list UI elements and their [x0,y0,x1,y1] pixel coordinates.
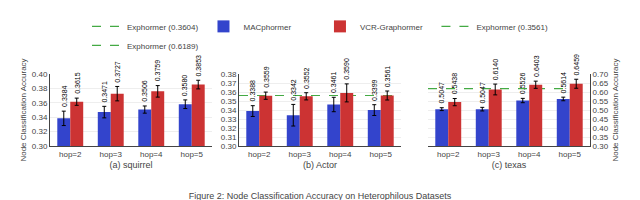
svg-text:0.35: 0.35 [221,97,237,106]
svg-text:0.3399: 0.3399 [371,79,378,101]
svg-text:0.3552: 0.3552 [303,67,310,89]
svg-text:0.35: 0.35 [593,133,609,142]
svg-text:Node Classification Accuracy: Node Classification Accuracy [19,58,28,161]
svg-text:0.32: 0.32 [32,127,48,136]
svg-text:0.45: 0.45 [593,115,609,124]
svg-text:0.36: 0.36 [221,88,237,97]
svg-text:MACphormer: MACphormer [243,23,291,32]
svg-text:hop=4: hop=4 [140,150,163,159]
svg-text:0.3580: 0.3580 [181,75,188,97]
svg-text:Exphormer (0.3604): Exphormer (0.3604) [127,23,198,32]
svg-text:Node Classification Accuracy: Node Classification Accuracy [611,58,620,161]
svg-text:0.31: 0.31 [221,133,237,142]
svg-text:0.60: 0.60 [593,88,609,97]
svg-text:0.3506: 0.3506 [141,80,148,102]
svg-text:0.6459: 0.6459 [573,54,580,76]
svg-text:0.3471: 0.3471 [101,81,108,103]
svg-text:0.3615: 0.3615 [74,72,81,94]
svg-text:hop=2: hop=2 [248,150,271,159]
svg-text:hop=5: hop=5 [181,150,204,159]
svg-text:0.40: 0.40 [593,124,609,133]
svg-text:hop=3: hop=3 [289,150,312,159]
svg-text:hop=5: hop=5 [370,150,393,159]
svg-text:0.32: 0.32 [221,124,237,133]
svg-text:0.34: 0.34 [221,106,237,115]
svg-text:0.38: 0.38 [221,70,237,79]
svg-text:hop=3: hop=3 [478,150,501,159]
svg-text:(c) texas: (c) texas [492,160,527,170]
svg-text:0.5438: 0.5438 [451,73,458,95]
svg-text:0.30: 0.30 [593,142,609,151]
svg-text:0.6140: 0.6140 [492,59,499,81]
svg-text:0.70: 0.70 [593,70,609,79]
svg-text:hop=2: hop=2 [59,150,82,159]
svg-text:0.5047: 0.5047 [438,82,445,104]
svg-text:0.3461: 0.3461 [330,72,337,94]
svg-text:0.36: 0.36 [32,99,48,108]
svg-text:0.3342: 0.3342 [290,79,297,101]
svg-text:hop=3: hop=3 [100,150,123,159]
svg-text:0.3384: 0.3384 [61,85,68,107]
svg-text:0.3590: 0.3590 [343,58,350,80]
svg-text:0.3727: 0.3727 [114,61,121,83]
svg-text:Exphormer (0.6189): Exphormer (0.6189) [127,42,198,51]
svg-text:hop=4: hop=4 [329,150,352,159]
svg-text:0.65: 0.65 [593,79,609,88]
svg-text:0.55: 0.55 [593,97,609,106]
svg-text:0.3853: 0.3853 [195,55,202,77]
svg-text:hop=4: hop=4 [518,150,541,159]
svg-text:0.38: 0.38 [32,84,48,93]
svg-text:0.30: 0.30 [221,142,237,151]
svg-text:hop=2: hop=2 [437,150,460,159]
svg-text:0.34: 0.34 [32,113,48,122]
svg-text:Exphormer (0.3561): Exphormer (0.3561) [476,23,547,32]
svg-text:0.50: 0.50 [593,106,609,115]
svg-text:0.3559: 0.3559 [263,66,270,88]
svg-text:VCR-Graphormer: VCR-Graphormer [360,23,423,32]
svg-text:0.6403: 0.6403 [533,55,540,77]
svg-text:0.5526: 0.5526 [519,73,526,95]
svg-text:0.30: 0.30 [32,142,48,151]
svg-text:0.5047: 0.5047 [479,82,486,104]
svg-text:(a) squirrel: (a) squirrel [109,160,152,170]
svg-text:Figure 2: Node Classification: Figure 2: Node Classification Accuracy o… [189,191,452,200]
svg-text:0.5614: 0.5614 [560,72,567,94]
svg-text:0.3561: 0.3561 [384,66,391,88]
svg-text:0.33: 0.33 [221,115,237,124]
svg-text:hop=5: hop=5 [559,150,582,159]
svg-text:(b) Actor: (b) Actor [303,160,337,170]
svg-text:0.37: 0.37 [221,79,237,88]
svg-text:0.3759: 0.3759 [154,60,161,82]
svg-text:0.3388: 0.3388 [249,80,256,102]
svg-text:0.40: 0.40 [32,70,48,79]
